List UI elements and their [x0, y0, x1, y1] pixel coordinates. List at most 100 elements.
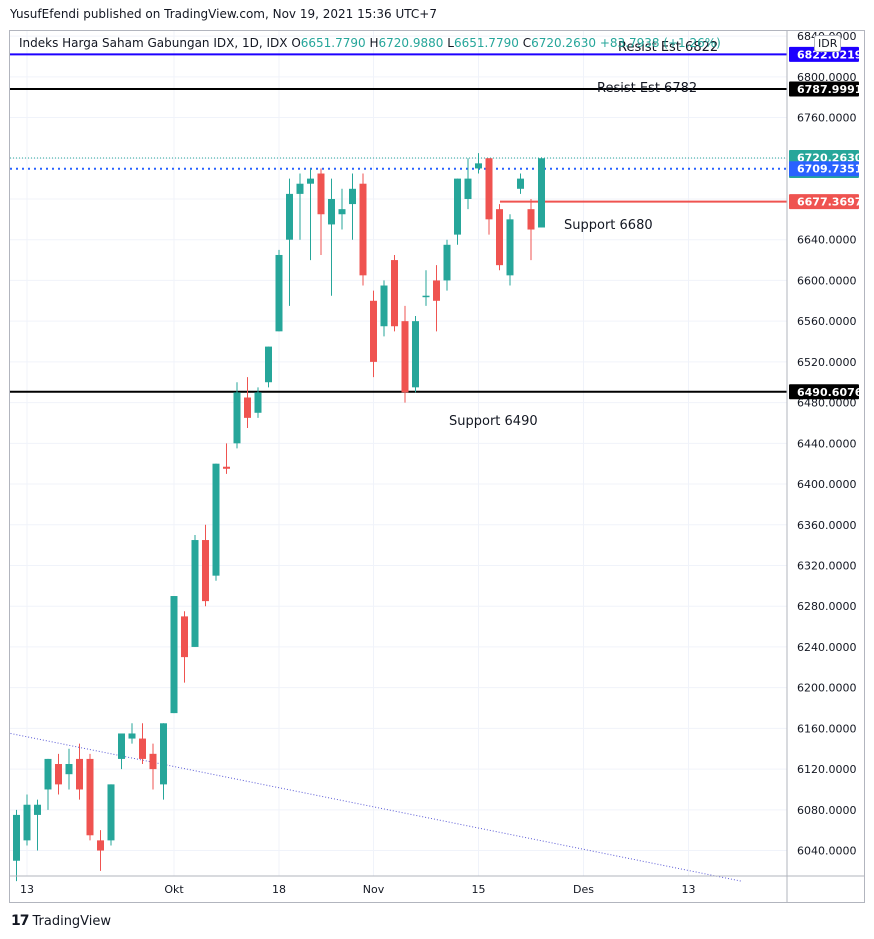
candle	[107, 784, 115, 846]
legend-change: +83.7938 (+1.26%)	[599, 36, 721, 50]
candle	[170, 596, 178, 714]
candle	[191, 534, 199, 647]
candle	[412, 316, 419, 393]
candle	[349, 173, 356, 240]
candle	[338, 188, 346, 230]
annotation-support-6680: Support 6680	[564, 218, 653, 233]
candle	[401, 305, 409, 403]
candle	[485, 158, 493, 235]
price-tag-label: 6787.9991	[797, 83, 862, 96]
candle	[139, 723, 146, 765]
x-tick-label: Des	[573, 883, 594, 896]
candle-body	[55, 764, 62, 785]
candle-body	[97, 840, 104, 851]
candle-body	[212, 463, 220, 576]
price-tag-box	[789, 46, 859, 62]
candle-body	[433, 280, 440, 301]
x-tick-label: 13	[682, 883, 696, 896]
candle-body	[370, 300, 377, 362]
candle	[149, 743, 157, 790]
candle-body	[181, 616, 188, 658]
x-tick-label: 18	[272, 883, 286, 896]
candle-body	[202, 540, 209, 602]
footer-branding[interactable]: 17 TradingView	[11, 913, 111, 929]
candle	[254, 387, 262, 418]
candle-body	[244, 397, 251, 418]
y-tick-label: 6640.0000	[797, 234, 857, 247]
candle-body	[359, 183, 367, 276]
candle-body	[107, 784, 115, 841]
candle-body	[517, 178, 524, 189]
candle-body	[527, 209, 535, 230]
candle-body	[191, 540, 199, 647]
candle-body	[233, 392, 241, 444]
candle-body	[65, 764, 73, 775]
legend-title: Indeks Harga Saham Gabungan IDX, 1D, IDX	[19, 36, 288, 50]
candle	[506, 214, 514, 286]
candle	[223, 443, 230, 474]
candle	[128, 723, 136, 744]
candle-body	[401, 321, 409, 393]
legend-low-label: L	[447, 36, 454, 50]
y-tick-label: 6480.0000	[797, 397, 857, 410]
grid-lines	[10, 31, 787, 876]
currency-badge[interactable]: IDR	[814, 35, 842, 52]
y-tick-label: 6280.0000	[797, 600, 857, 613]
candle	[307, 168, 314, 261]
candle	[275, 249, 283, 332]
tradingview-logo-icon: 17	[11, 913, 30, 929]
candle-body	[538, 158, 545, 228]
price-tag-label: 6709.7351	[797, 163, 862, 176]
legend-high-label: H	[369, 36, 379, 50]
candle	[517, 173, 524, 194]
candle	[86, 753, 94, 841]
price-tag: 6787.9991	[789, 81, 862, 97]
candle-body	[86, 758, 94, 836]
candle	[286, 178, 293, 306]
candle-body	[380, 285, 388, 327]
price-tags: 6822.02196787.99916720.263053:206709.735…	[789, 46, 863, 400]
price-tag: 6677.3697	[789, 194, 862, 210]
candle	[34, 799, 41, 851]
candle-body	[44, 758, 52, 790]
x-tick-label: 13	[20, 883, 34, 896]
y-tick-label: 6200.0000	[797, 682, 857, 695]
candle-body	[223, 466, 230, 469]
chart-frame	[9, 30, 865, 903]
candle-body	[296, 183, 304, 194]
candle-body	[464, 178, 472, 199]
candle-body	[149, 753, 157, 770]
time-axis[interactable]: 13 Okt 18 Nov 15 Des 13	[10, 875, 864, 896]
y-tick-label: 6600.0000	[797, 274, 857, 287]
y-tick-label: 6440.0000	[797, 437, 857, 450]
y-tick-label: 6080.0000	[797, 804, 857, 817]
price-tag: 6709.7351	[789, 161, 862, 177]
price-tag-label: 6677.3697	[797, 196, 862, 209]
candle	[233, 382, 241, 449]
price-tag-label: 6822.0219	[797, 48, 862, 61]
annotations: Resist Est 6822 Resist Est 6782 Support …	[449, 40, 718, 429]
candle	[380, 280, 388, 337]
candle-body	[317, 173, 325, 215]
publish-info: YusufEfendi published on TradingView.com…	[10, 7, 437, 21]
price-tag-label: 6490.6076	[797, 386, 863, 399]
horizontal-levels	[10, 53, 787, 882]
candle	[212, 463, 220, 581]
y-tick-label: 6160.0000	[797, 722, 857, 735]
legend-close-label: C	[522, 36, 532, 50]
candle	[496, 204, 503, 271]
candle-body	[454, 178, 461, 235]
candle-body	[139, 738, 146, 759]
candle	[443, 239, 451, 291]
candle	[44, 758, 52, 810]
price-tag: 6490.6076	[789, 384, 863, 400]
candle-body	[286, 193, 293, 240]
annotation-resist-6782: Resist Est 6782	[597, 81, 697, 96]
x-tick-label: Okt	[164, 883, 184, 896]
y-tick-label: 6320.0000	[797, 559, 857, 572]
y-tick-label: 6040.0000	[797, 845, 857, 858]
candle	[13, 809, 20, 882]
annotation-support-6490: Support 6490	[449, 414, 538, 429]
legend-high-value: 6720.9880	[378, 36, 444, 50]
